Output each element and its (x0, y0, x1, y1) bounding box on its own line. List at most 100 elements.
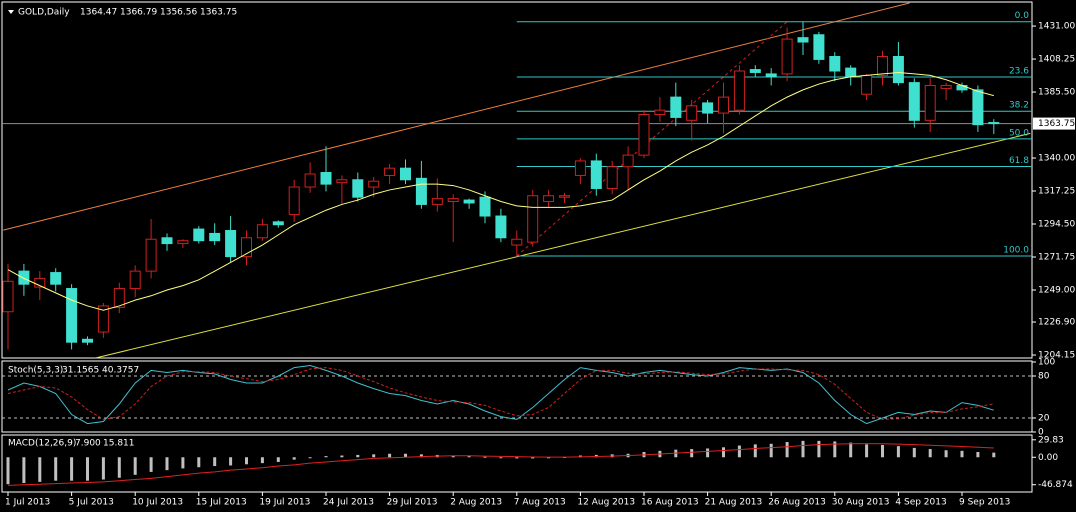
x-tick-label: 30 Aug 2013 (832, 498, 890, 508)
y-tick-label: -46.874 (1038, 480, 1073, 490)
macd-bar (276, 457, 280, 462)
candle-body (145, 238, 157, 272)
candle-body (670, 96, 682, 118)
x-tick-label: 19 Jul 2013 (259, 498, 310, 508)
macd-bar (912, 447, 916, 458)
x-tick-label: 16 Aug 2013 (641, 498, 699, 508)
fib-label: 38.2 (1009, 101, 1029, 111)
macd-bar (881, 444, 884, 458)
macd-bar (181, 457, 185, 469)
current-price-box (1033, 117, 1075, 130)
candle-body (559, 195, 570, 198)
header-low: 1356.56 (160, 8, 197, 18)
macd-bar (817, 440, 821, 458)
macd-bar (38, 457, 42, 482)
y-tick-label: 1249.00 (1038, 285, 1075, 295)
stoch-frame (1, 360, 1033, 433)
macd-bar (960, 450, 964, 458)
macd-bar (324, 456, 328, 458)
candle-body (972, 89, 984, 126)
macd-bar (865, 444, 869, 458)
candle-body (209, 232, 221, 242)
macd-bar (547, 457, 551, 459)
candle-body (765, 73, 777, 78)
candle-body (82, 338, 93, 343)
macd-bar (245, 457, 248, 465)
macd-bar (149, 457, 153, 472)
macd-bar (70, 457, 74, 481)
candle-body (256, 224, 268, 239)
candle-body (18, 270, 30, 285)
chart-title: GOLD,Daily (18, 8, 70, 18)
macd-bar (769, 443, 773, 458)
candle-body (988, 122, 1000, 125)
candle-body (304, 173, 316, 188)
trendline (3, 2, 910, 231)
x-tick-label: 24 Jul 2013 (323, 498, 374, 508)
macd-bar (928, 449, 932, 458)
candle-body (797, 37, 809, 43)
y-tick-label: 80 (1038, 372, 1050, 382)
candle-body (733, 70, 745, 111)
candle-body (479, 196, 491, 217)
candle-body (415, 177, 427, 205)
macd-bar (467, 456, 471, 458)
candle-body (861, 74, 873, 95)
trendline (95, 132, 1031, 359)
main-frame (1, 1, 1033, 359)
x-tick-label: 15 Jul 2013 (196, 498, 247, 508)
macd-bar (388, 453, 392, 458)
x-tick-label: 7 Aug 2013 (514, 498, 566, 508)
y-tick-label: 100 (1038, 358, 1055, 368)
candle-body (352, 179, 364, 198)
candle-body (50, 272, 62, 285)
macd-title: MACD(12,26,9) (8, 439, 76, 449)
macd-bar (133, 457, 137, 475)
y-tick-label: 29.83 (1038, 435, 1064, 445)
macd-bar (419, 454, 423, 458)
header-close: 1363.75 (200, 8, 237, 18)
candle-body (527, 195, 539, 243)
x-tick-label: 21 Aug 2013 (705, 498, 763, 508)
fib-label: 50.0 (1009, 128, 1029, 138)
macd-bar (372, 454, 376, 458)
candle-body (288, 186, 300, 216)
x-tick-label: 10 Jul 2013 (132, 498, 183, 508)
candle-body (447, 198, 459, 203)
candle-body (431, 198, 443, 205)
macd-bar (6, 457, 10, 485)
x-tick-label: 12 Aug 2013 (577, 498, 635, 508)
fib-label: 23.6 (1009, 67, 1029, 77)
stoch-title: Stoch(5,3,3) (8, 366, 63, 376)
candle-body (590, 160, 602, 189)
candle-body (940, 85, 952, 89)
macd-bar (308, 457, 312, 459)
candle-body (368, 180, 380, 188)
macd-bar (197, 457, 201, 468)
macd-bar (976, 451, 980, 458)
candle-body (908, 82, 920, 121)
header-open: 1364.47 (80, 8, 117, 18)
candle-body (956, 85, 968, 91)
candle-body (845, 67, 857, 78)
candle-body (749, 69, 761, 73)
candle-body (225, 230, 237, 258)
candle-body (574, 160, 586, 176)
candle-body (829, 56, 841, 72)
candle-body (654, 109, 666, 116)
macd-bar (896, 446, 900, 458)
current-price-label: 1363.75 (1038, 119, 1075, 129)
macd-bar (785, 442, 789, 458)
candle-body (813, 34, 825, 60)
macd-bar (22, 457, 26, 484)
x-tick-label: 26 Aug 2013 (768, 498, 826, 508)
macd-bar (944, 450, 948, 458)
macd-bar (260, 457, 264, 464)
fib-label: 100.0 (1003, 246, 1029, 256)
menu-arrow (8, 10, 14, 14)
y-tick-label: 1431.00 (1038, 22, 1075, 32)
macd-bar (86, 457, 89, 481)
macd-bar (833, 441, 837, 458)
candle-body (781, 38, 793, 75)
candle-body (495, 215, 507, 239)
